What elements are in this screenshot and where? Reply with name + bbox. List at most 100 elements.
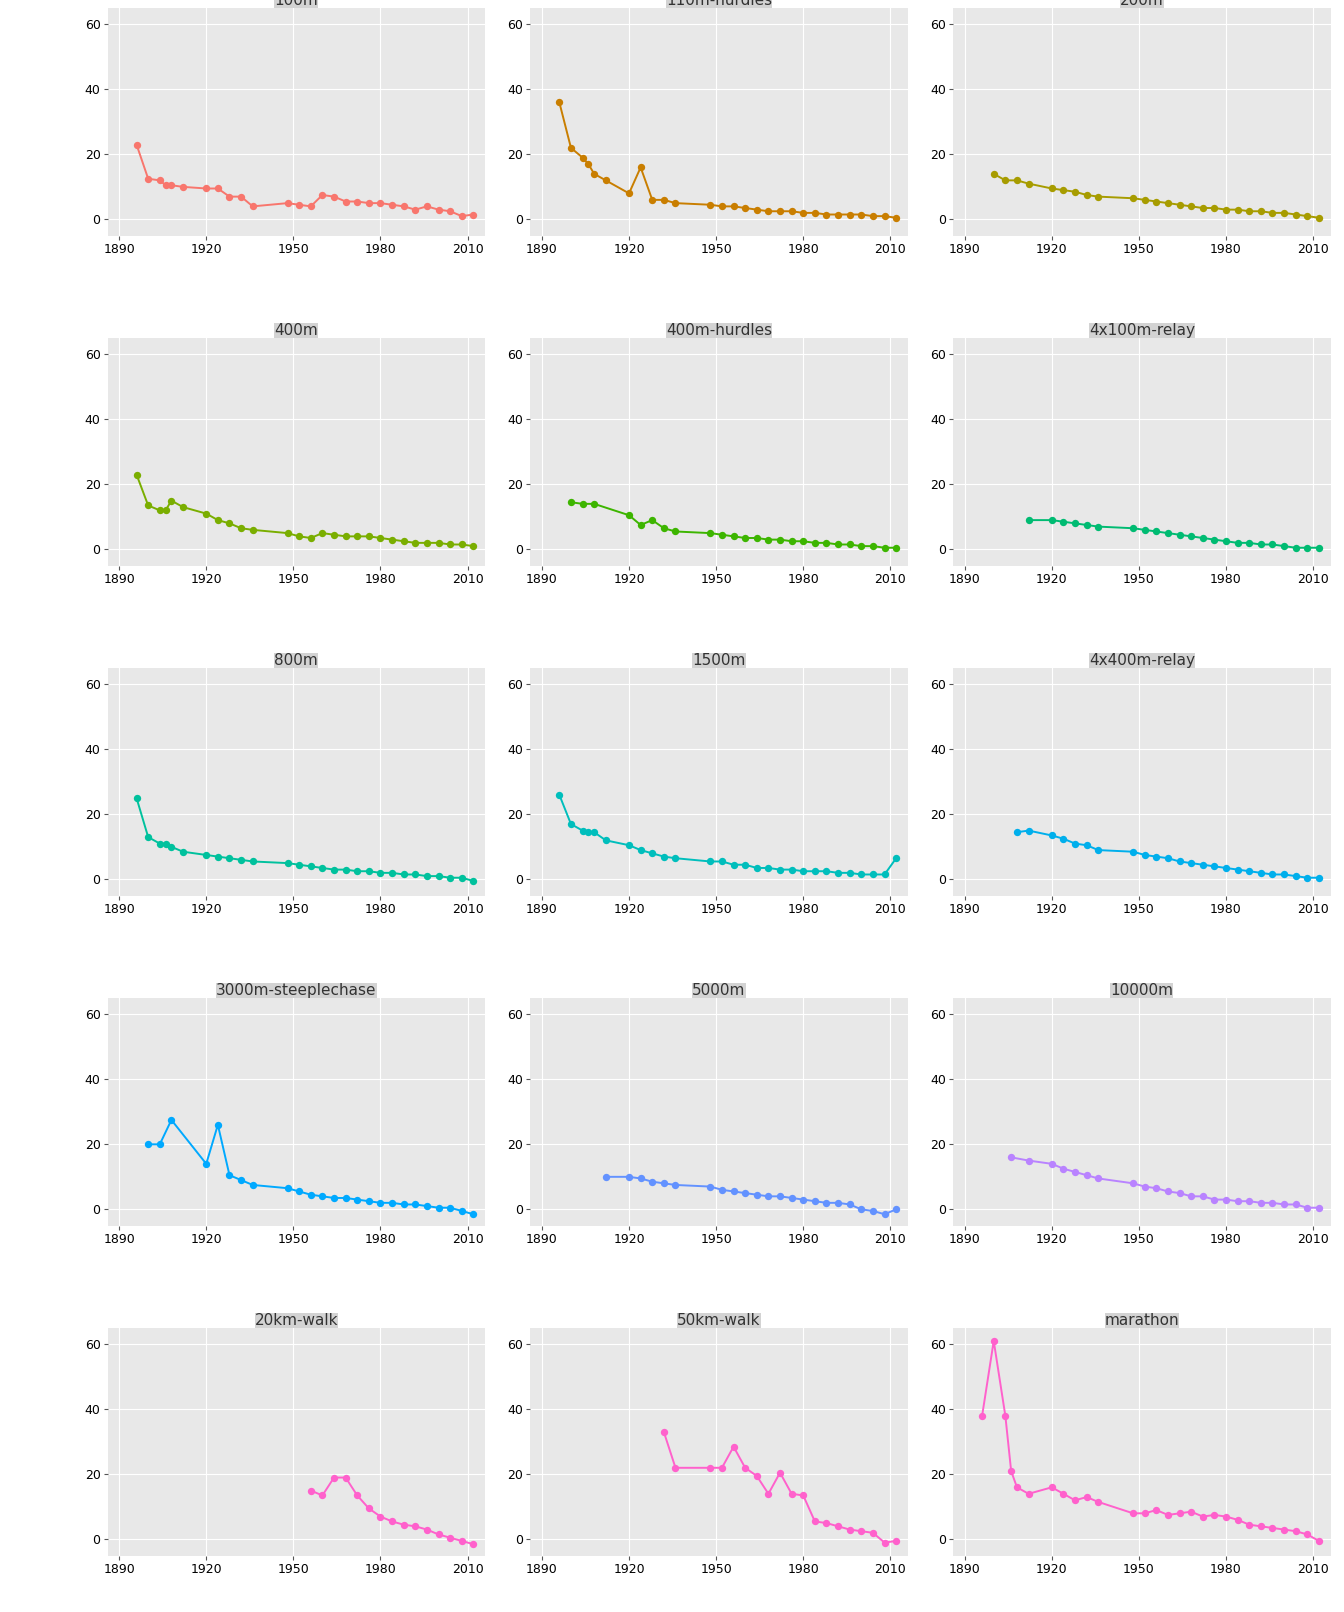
Point — [578, 819, 599, 845]
Point — [1308, 535, 1329, 561]
Point — [1308, 1528, 1329, 1554]
Point — [1087, 514, 1109, 540]
Point — [392, 1512, 414, 1538]
Point — [746, 197, 767, 222]
Point — [300, 526, 321, 551]
Point — [1308, 205, 1329, 231]
Point — [370, 1504, 391, 1530]
Point — [405, 1191, 426, 1217]
Point — [804, 1188, 825, 1214]
Point — [1215, 854, 1236, 880]
Point — [665, 1456, 687, 1481]
Point — [370, 859, 391, 885]
Point — [1239, 1188, 1261, 1214]
Point — [630, 837, 652, 862]
Point — [1204, 1502, 1226, 1528]
Point — [1007, 168, 1028, 193]
Point — [1017, 171, 1039, 197]
Point — [219, 845, 241, 870]
Point — [370, 526, 391, 551]
Point — [300, 1478, 321, 1504]
Point — [1042, 1475, 1063, 1501]
Point — [1157, 190, 1179, 216]
Point — [723, 193, 745, 219]
Point — [335, 856, 356, 882]
Point — [734, 1456, 755, 1481]
Point — [995, 168, 1016, 193]
Point — [804, 858, 825, 883]
Point — [886, 1528, 907, 1554]
Point — [300, 1182, 321, 1207]
Point — [851, 1519, 872, 1544]
Point — [1215, 1186, 1236, 1212]
Point — [1017, 508, 1039, 534]
Point — [1064, 830, 1086, 856]
Point — [578, 152, 599, 177]
Point — [335, 524, 356, 550]
Point — [324, 1185, 345, 1211]
Point — [417, 193, 438, 219]
Point — [828, 859, 849, 885]
Point — [886, 205, 907, 231]
Point — [230, 1167, 251, 1193]
Point — [653, 516, 675, 542]
Point — [781, 198, 802, 224]
Point — [583, 161, 605, 187]
Point — [1122, 838, 1144, 864]
Point — [370, 190, 391, 216]
Point — [560, 811, 582, 837]
Point — [1250, 532, 1271, 558]
Point — [462, 202, 484, 227]
Point — [1145, 519, 1167, 545]
Point — [300, 193, 321, 219]
Point — [816, 858, 837, 883]
Point — [358, 190, 379, 216]
Text: 3000m-steeplechase: 3000m-steeplechase — [216, 983, 376, 998]
Point — [1297, 1522, 1318, 1548]
Point — [207, 1112, 228, 1138]
Point — [781, 856, 802, 882]
Point — [1273, 1191, 1294, 1217]
Point — [1180, 1183, 1202, 1209]
Point — [734, 1180, 755, 1206]
Point — [758, 1481, 780, 1507]
Point — [665, 845, 687, 870]
Point — [851, 861, 872, 887]
Point — [618, 832, 640, 858]
Point — [548, 782, 570, 808]
Point — [358, 1496, 379, 1522]
Point — [571, 145, 593, 171]
Point — [462, 869, 484, 895]
Point — [630, 155, 652, 181]
Point — [382, 1509, 403, 1535]
Point — [828, 1514, 849, 1539]
Point — [982, 1328, 1004, 1354]
Point — [863, 534, 884, 559]
Point — [312, 182, 333, 208]
Point — [161, 1107, 183, 1133]
Point — [1227, 1188, 1249, 1214]
Point — [700, 192, 722, 218]
Point — [277, 850, 298, 875]
Point — [1192, 1504, 1214, 1530]
Point — [769, 1460, 790, 1486]
Point — [405, 861, 426, 887]
Point — [1180, 1499, 1202, 1525]
Point — [711, 848, 732, 874]
Point — [382, 859, 403, 885]
Point — [392, 193, 414, 219]
Point — [618, 503, 640, 529]
Point — [324, 856, 345, 882]
Text: 4x400m-relay: 4x400m-relay — [1089, 653, 1195, 667]
Point — [1042, 508, 1063, 534]
Point — [161, 833, 183, 859]
Point — [583, 492, 605, 517]
Point — [595, 168, 617, 193]
Point — [405, 1514, 426, 1539]
Point — [746, 1464, 767, 1489]
Point — [1297, 864, 1318, 890]
Point — [758, 1183, 780, 1209]
Point — [452, 1528, 473, 1554]
Point — [358, 1188, 379, 1214]
Point — [439, 1194, 461, 1220]
